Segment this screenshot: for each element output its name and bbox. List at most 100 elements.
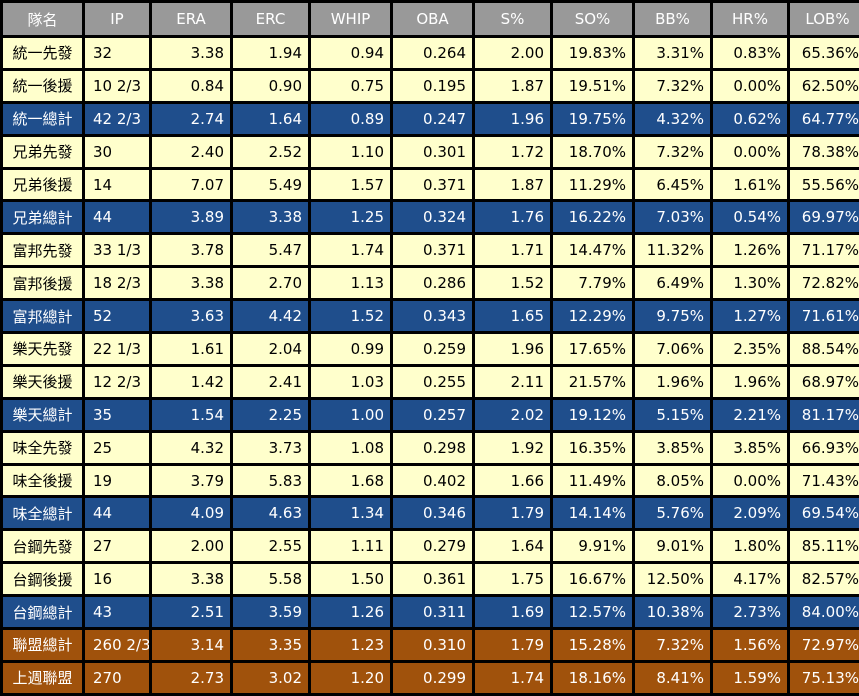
- stat-cell-so-pct: 12.29%: [553, 301, 632, 332]
- stat-cell-bb-pct: 4.32%: [635, 103, 710, 134]
- stat-cell-ip: 22 1/3: [85, 334, 149, 364]
- column-header-bb-pct: BB%: [635, 3, 710, 35]
- stat-cell-era: 2.73: [152, 662, 230, 693]
- stat-cell-oba: 0.371: [393, 235, 472, 266]
- column-header-hr-pct: HR%: [713, 3, 787, 35]
- stat-cell-hr-pct: 2.21%: [713, 399, 787, 430]
- stat-cell-whip: 1.03: [311, 366, 390, 397]
- stat-cell-whip: 0.99: [311, 334, 390, 364]
- stat-cell-oba: 0.279: [393, 531, 472, 562]
- stat-cell-bb-pct: 11.32%: [635, 235, 710, 266]
- stat-cell-so-pct: 18.70%: [553, 136, 632, 167]
- stat-cell-bb-pct: 3.85%: [635, 432, 710, 463]
- stat-cell-era: 1.61: [152, 334, 230, 364]
- stat-cell-whip: 1.34: [311, 498, 390, 529]
- stat-cell-ip: 19: [85, 465, 149, 496]
- stat-cell-so-pct: 14.14%: [553, 498, 632, 529]
- stat-cell-bb-pct: 6.49%: [635, 268, 710, 299]
- stat-cell-whip: 1.52: [311, 301, 390, 332]
- stat-cell-s-pct: 1.69: [475, 597, 550, 628]
- team-name-cell: 統一先發: [3, 38, 82, 68]
- stat-cell-s-pct: 1.75: [475, 564, 550, 595]
- team-total-row: 味全總計 44 4.09 4.63 1.34 0.346 1.79 14.14% 5.76% 2.…: [3, 498, 859, 529]
- team-name-cell: 味全先發: [3, 432, 82, 463]
- stat-cell-oba: 0.299: [393, 662, 472, 693]
- stat-cell-whip: 1.50: [311, 564, 390, 595]
- stat-cell-s-pct: 1.72: [475, 136, 550, 167]
- stat-cell-lob-pct: 66.93%: [790, 432, 859, 463]
- stat-cell-s-pct: 1.76: [475, 202, 550, 233]
- stat-cell-erc: 2.55: [233, 531, 308, 562]
- stat-cell-s-pct: 1.64: [475, 531, 550, 562]
- stat-cell-whip: 1.08: [311, 432, 390, 463]
- stat-cell-oba: 0.311: [393, 597, 472, 628]
- team-name-cell: 統一總計: [3, 103, 82, 134]
- stat-cell-whip: 1.20: [311, 662, 390, 693]
- stat-cell-era: 3.14: [152, 630, 230, 660]
- team-name-cell: 兄弟總計: [3, 202, 82, 233]
- stat-cell-oba: 0.361: [393, 564, 472, 595]
- stat-cell-ip: 25: [85, 432, 149, 463]
- stat-cell-hr-pct: 1.59%: [713, 662, 787, 693]
- stat-cell-hr-pct: 1.61%: [713, 169, 787, 200]
- table-body: 統一先發 32 3.38 1.94 0.94 0.264 2.00 19.83% 3.31% 0.…: [3, 38, 859, 693]
- stat-cell-oba: 0.298: [393, 432, 472, 463]
- table-row: 富邦先發 33 1/3 3.78 5.47 1.74 0.371 1.71 14.47% 11.…: [3, 235, 859, 266]
- stat-cell-s-pct: 2.00: [475, 38, 550, 68]
- stat-cell-ip: 260 2/3: [85, 630, 149, 660]
- stat-cell-ip: 12 2/3: [85, 366, 149, 397]
- stat-cell-lob-pct: 69.54%: [790, 498, 859, 529]
- stat-cell-era: 1.54: [152, 399, 230, 430]
- stat-cell-bb-pct: 5.15%: [635, 399, 710, 430]
- stat-cell-era: 3.38: [152, 38, 230, 68]
- stat-cell-hr-pct: 1.56%: [713, 630, 787, 660]
- stat-cell-lob-pct: 71.61%: [790, 301, 859, 332]
- stat-cell-so-pct: 12.57%: [553, 597, 632, 628]
- stat-cell-era: 2.00: [152, 531, 230, 562]
- stat-cell-hr-pct: 4.17%: [713, 564, 787, 595]
- team-name-cell: 樂天後援: [3, 366, 82, 397]
- table-row: 樂天先發 22 1/3 1.61 2.04 0.99 0.259 1.96 17.65% 7.0…: [3, 334, 859, 364]
- stat-cell-so-pct: 19.83%: [553, 38, 632, 68]
- stat-cell-whip: 1.57: [311, 169, 390, 200]
- table-row: 兄弟後援 14 7.07 5.49 1.57 0.371 1.87 11.29% 6.45% 1.…: [3, 169, 859, 200]
- team-name-cell: 台鋼後援: [3, 564, 82, 595]
- stat-cell-lob-pct: 84.00%: [790, 597, 859, 628]
- stat-cell-hr-pct: 0.00%: [713, 70, 787, 101]
- stat-cell-era: 3.63: [152, 301, 230, 332]
- stat-cell-oba: 0.301: [393, 136, 472, 167]
- stat-cell-era: 2.40: [152, 136, 230, 167]
- stat-cell-bb-pct: 7.32%: [635, 630, 710, 660]
- stat-cell-lob-pct: 72.97%: [790, 630, 859, 660]
- team-name-cell: 台鋼總計: [3, 597, 82, 628]
- table-row: 富邦後援 18 2/3 3.38 2.70 1.13 0.286 1.52 7.79% 6.49…: [3, 268, 859, 299]
- stat-cell-s-pct: 1.92: [475, 432, 550, 463]
- stat-cell-so-pct: 19.51%: [553, 70, 632, 101]
- team-total-row: 台鋼總計 43 2.51 3.59 1.26 0.311 1.69 12.57% 10.38% 2…: [3, 597, 859, 628]
- stat-cell-era: 3.38: [152, 564, 230, 595]
- header-row: 隊名 IP ERA ERC WHIP OBA S% SO% BB% HR% LOB%: [3, 3, 859, 35]
- league-total-row: 聯盟總計 260 2/3 3.14 3.35 1.23 0.310 1.79 15.28% 7.…: [3, 630, 859, 660]
- stat-cell-ip: 35: [85, 399, 149, 430]
- table-row: 台鋼後援 16 3.38 5.58 1.50 0.361 1.75 16.67% 12.50% 4…: [3, 564, 859, 595]
- stat-cell-ip: 18 2/3: [85, 268, 149, 299]
- stat-cell-oba: 0.310: [393, 630, 472, 660]
- stat-cell-hr-pct: 2.35%: [713, 334, 787, 364]
- team-name-cell: 台鋼先發: [3, 531, 82, 562]
- column-header-oba: OBA: [393, 3, 472, 35]
- stat-cell-erc: 3.02: [233, 662, 308, 693]
- stat-cell-hr-pct: 1.96%: [713, 366, 787, 397]
- stat-cell-bb-pct: 5.76%: [635, 498, 710, 529]
- stat-cell-erc: 0.90: [233, 70, 308, 101]
- stat-cell-ip: 33 1/3: [85, 235, 149, 266]
- stat-cell-ip: 27: [85, 531, 149, 562]
- column-header-lob-pct: LOB%: [790, 3, 859, 35]
- stat-cell-erc: 1.94: [233, 38, 308, 68]
- stat-cell-lob-pct: 72.82%: [790, 268, 859, 299]
- team-name-cell: 味全後援: [3, 465, 82, 496]
- stat-cell-erc: 5.58: [233, 564, 308, 595]
- stat-cell-era: 7.07: [152, 169, 230, 200]
- stat-cell-erc: 1.64: [233, 103, 308, 134]
- stat-cell-erc: 5.83: [233, 465, 308, 496]
- stat-cell-erc: 2.41: [233, 366, 308, 397]
